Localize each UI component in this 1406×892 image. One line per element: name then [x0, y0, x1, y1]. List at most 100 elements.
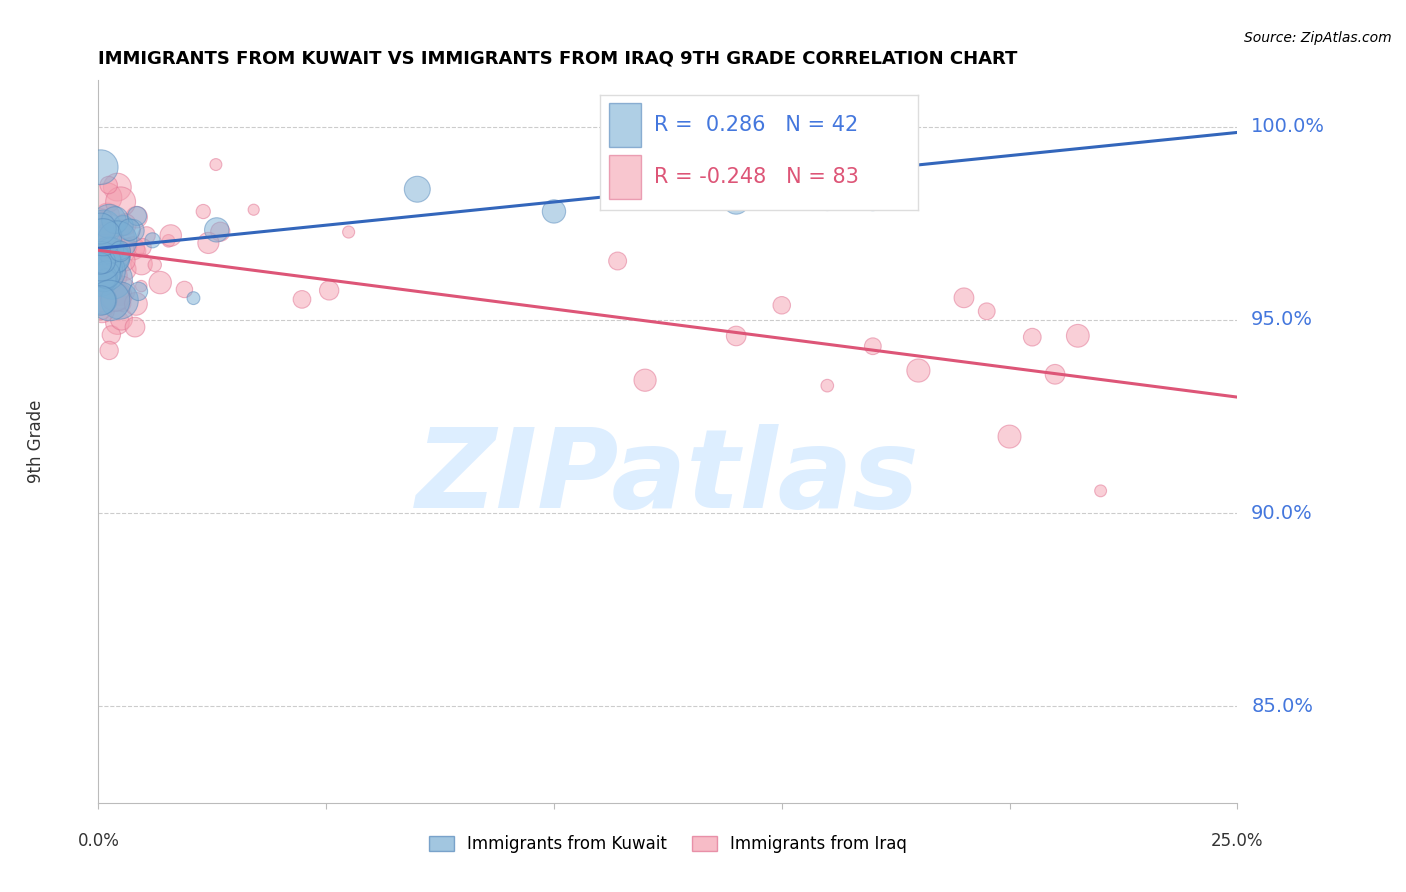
Text: 90.0%: 90.0%	[1251, 503, 1313, 523]
Point	[543, 204, 565, 219]
Point	[94, 264, 117, 278]
Point	[107, 248, 129, 262]
Point	[127, 285, 149, 299]
Text: ZIPatlas: ZIPatlas	[416, 425, 920, 531]
Point	[121, 224, 143, 238]
Point	[91, 230, 114, 244]
Point	[104, 289, 127, 303]
Point	[98, 237, 121, 252]
Point	[93, 243, 115, 257]
Point	[209, 225, 232, 239]
Point	[976, 304, 998, 318]
Point	[1090, 483, 1112, 498]
Point	[125, 297, 148, 311]
Point	[110, 230, 132, 244]
Point	[90, 303, 112, 318]
Text: 95.0%: 95.0%	[1251, 310, 1313, 329]
Point	[93, 220, 115, 235]
Point	[91, 275, 114, 289]
Point	[862, 193, 884, 207]
Point	[91, 262, 114, 277]
Point	[97, 227, 120, 241]
Point	[128, 244, 150, 258]
Point	[107, 316, 129, 330]
Point	[907, 363, 929, 377]
Point	[793, 173, 815, 187]
Point	[953, 291, 976, 305]
Point	[159, 228, 181, 243]
Text: IMMIGRANTS FROM KUWAIT VS IMMIGRANTS FROM IRAQ 9TH GRADE CORRELATION CHART: IMMIGRANTS FROM KUWAIT VS IMMIGRANTS FRO…	[98, 50, 1018, 68]
Point	[634, 373, 657, 387]
Point	[141, 233, 163, 247]
Point	[1043, 368, 1066, 382]
Point	[94, 271, 117, 285]
Point	[98, 293, 121, 308]
Point	[101, 272, 124, 286]
Point	[90, 160, 112, 174]
Point	[815, 378, 838, 392]
Point	[406, 182, 429, 196]
Point	[90, 244, 112, 258]
Point	[97, 178, 120, 192]
Point	[183, 291, 205, 305]
Legend: Immigrants from Kuwait, Immigrants from Iraq: Immigrants from Kuwait, Immigrants from …	[422, 828, 914, 860]
Text: 9th Grade: 9th Grade	[27, 400, 45, 483]
Point	[770, 298, 793, 312]
Point	[90, 277, 112, 291]
Point	[90, 220, 112, 235]
Point	[114, 254, 136, 268]
Point	[125, 209, 148, 223]
Point	[193, 204, 215, 219]
Point	[197, 235, 219, 250]
Point	[103, 241, 125, 255]
Point	[104, 213, 127, 227]
Point	[90, 272, 112, 286]
Point	[90, 256, 112, 270]
Point	[110, 221, 132, 235]
Point	[110, 194, 132, 209]
Point	[242, 202, 264, 217]
Point	[114, 218, 136, 232]
Point	[90, 213, 112, 227]
Point	[131, 240, 153, 254]
Point	[135, 228, 157, 243]
Point	[100, 327, 122, 342]
Point	[94, 243, 117, 257]
Point	[96, 272, 118, 286]
Point	[129, 279, 152, 293]
Point	[110, 312, 132, 326]
Point	[90, 246, 112, 260]
Point	[90, 293, 112, 307]
Text: 85.0%: 85.0%	[1251, 697, 1313, 715]
Point	[111, 244, 134, 258]
Point	[91, 254, 114, 268]
Point	[105, 234, 128, 248]
Point	[98, 214, 121, 228]
Point	[94, 281, 117, 295]
Point	[110, 283, 132, 297]
Point	[205, 223, 228, 237]
Point	[91, 233, 114, 247]
Text: Source: ZipAtlas.com: Source: ZipAtlas.com	[1244, 31, 1392, 45]
Point	[90, 293, 112, 308]
Point	[108, 293, 131, 308]
Point	[97, 260, 120, 275]
Point	[205, 157, 228, 171]
Point	[101, 260, 124, 274]
Point	[100, 258, 122, 272]
Point	[112, 297, 135, 311]
Point	[91, 247, 114, 261]
Point	[117, 240, 139, 254]
Point	[96, 191, 118, 205]
Point	[90, 254, 112, 268]
Point	[118, 223, 141, 237]
Point	[815, 194, 838, 209]
Point	[606, 254, 628, 268]
Point	[318, 284, 340, 298]
Point	[90, 221, 112, 235]
Point	[725, 194, 748, 209]
Point	[725, 329, 748, 343]
Point	[104, 252, 127, 266]
Point	[90, 265, 112, 279]
Point	[291, 293, 314, 307]
